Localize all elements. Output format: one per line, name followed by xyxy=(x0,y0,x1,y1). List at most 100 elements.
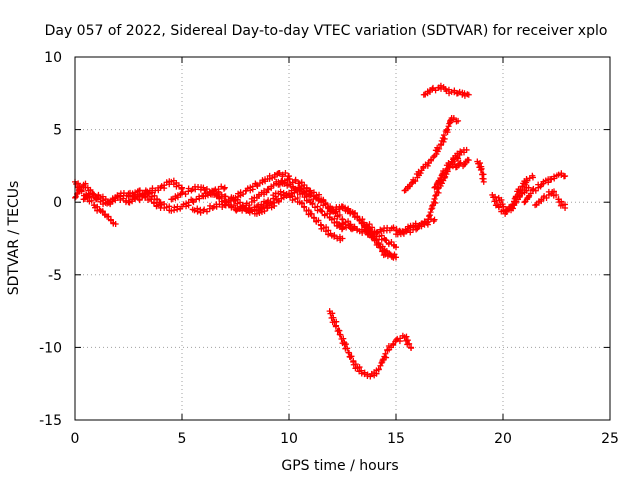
data-point xyxy=(562,205,569,212)
data-point xyxy=(428,206,435,213)
data-point xyxy=(431,184,438,191)
data-point xyxy=(182,191,189,198)
data-point xyxy=(450,115,457,122)
data-point xyxy=(393,244,399,251)
data-point xyxy=(378,360,385,367)
data-point xyxy=(271,199,278,206)
data-point xyxy=(151,192,158,199)
data-point xyxy=(129,198,136,205)
y-tick-label: 5 xyxy=(53,123,62,139)
data-point xyxy=(168,207,175,214)
data-point xyxy=(383,354,390,361)
data-point xyxy=(96,206,103,213)
data-point xyxy=(307,192,314,199)
data-point xyxy=(292,176,299,183)
x-tick-label: 20 xyxy=(494,431,512,447)
data-point xyxy=(280,189,287,196)
data-point xyxy=(330,314,337,321)
data-point xyxy=(371,237,378,244)
x-tick-label: 15 xyxy=(387,431,405,447)
x-tick-label: 25 xyxy=(601,431,619,447)
data-point xyxy=(120,195,127,202)
series-track-23 xyxy=(489,184,532,217)
data-point xyxy=(455,117,462,124)
data-point xyxy=(429,202,436,209)
data-point xyxy=(479,175,486,182)
data-point xyxy=(325,204,332,211)
data-point xyxy=(329,310,336,317)
data-point xyxy=(322,201,329,208)
data-point xyxy=(335,327,342,334)
data-point xyxy=(276,169,283,176)
data-point xyxy=(480,178,487,185)
data-point xyxy=(424,219,431,226)
data-point xyxy=(298,200,305,207)
data-point xyxy=(436,145,443,152)
data-point xyxy=(336,211,343,218)
data-point xyxy=(562,173,569,180)
data-point xyxy=(78,186,85,193)
data-point xyxy=(89,190,96,197)
data-point xyxy=(465,157,472,164)
series-track-25 xyxy=(532,188,569,212)
data-point xyxy=(346,222,353,229)
data-point xyxy=(356,216,363,223)
data-point xyxy=(240,204,247,211)
data-point xyxy=(331,232,338,239)
data-point xyxy=(150,199,157,206)
data-point xyxy=(142,187,149,194)
data-point xyxy=(412,178,419,185)
series-track-15 xyxy=(360,222,399,261)
data-point xyxy=(393,254,399,261)
data-point xyxy=(354,213,361,220)
data-point xyxy=(441,135,448,142)
data-point xyxy=(426,89,433,96)
data-point xyxy=(319,208,326,215)
series-track-10 xyxy=(253,188,346,244)
y-axis-label: SDTVAR / TECUs xyxy=(6,181,22,296)
data-point xyxy=(443,127,450,134)
data-point xyxy=(72,193,79,200)
data-point xyxy=(379,357,386,364)
data-point xyxy=(393,337,399,344)
data-marks xyxy=(72,82,569,380)
data-point xyxy=(86,193,93,200)
y-tick-label: 10 xyxy=(44,50,62,66)
data-point xyxy=(416,223,423,230)
data-point xyxy=(432,192,439,199)
data-point xyxy=(179,184,185,191)
data-point xyxy=(282,169,289,176)
series-track-20 xyxy=(420,82,472,99)
data-point xyxy=(345,349,352,356)
grid-lines xyxy=(75,57,610,420)
data-point xyxy=(435,189,442,196)
data-point xyxy=(136,197,143,204)
data-point xyxy=(553,191,560,198)
data-point xyxy=(336,331,343,338)
data-point xyxy=(344,345,351,352)
data-point xyxy=(375,240,382,247)
chart-title: Day 057 of 2022, Sidereal Day-to-day VTE… xyxy=(45,23,608,39)
data-point xyxy=(447,161,454,168)
data-point xyxy=(390,342,397,349)
data-point xyxy=(190,199,197,206)
data-point xyxy=(340,203,347,210)
x-tick-label: 0 xyxy=(71,431,80,447)
data-point xyxy=(503,209,510,216)
data-point xyxy=(432,199,439,206)
data-point xyxy=(222,193,229,200)
data-point xyxy=(426,212,433,219)
data-point xyxy=(525,184,532,191)
data-point xyxy=(509,205,516,212)
data-point xyxy=(435,178,442,185)
data-point xyxy=(324,210,331,217)
data-point xyxy=(310,214,317,221)
data-point xyxy=(112,220,119,227)
data-point xyxy=(88,197,95,204)
data-point xyxy=(175,182,182,189)
series-track-21 xyxy=(474,158,487,185)
data-point xyxy=(440,132,447,139)
data-point xyxy=(403,228,410,235)
data-point xyxy=(496,204,503,211)
